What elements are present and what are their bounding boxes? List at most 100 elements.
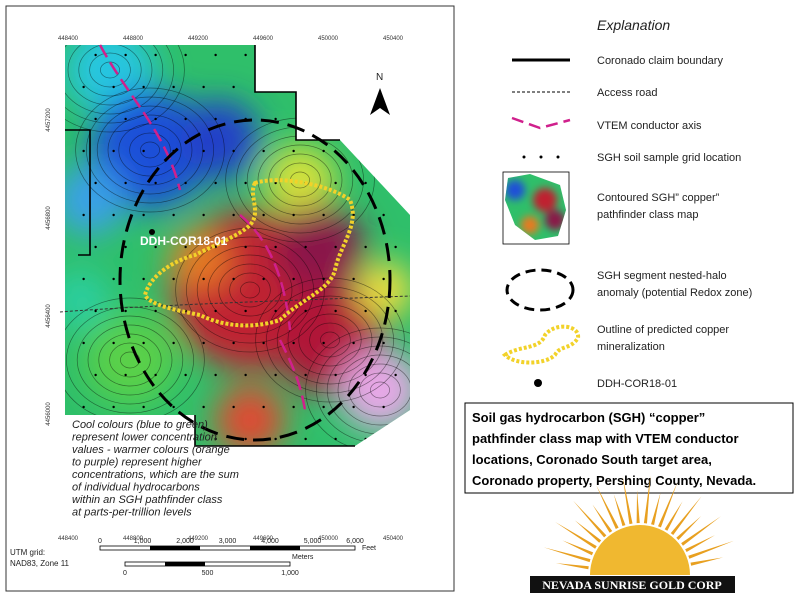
sample-point (232, 277, 235, 281)
sample-point (244, 53, 247, 57)
sample-point (202, 341, 205, 345)
coord-label: 449200 (188, 36, 209, 42)
drill-hole (149, 229, 155, 235)
contour-line (257, 144, 343, 216)
contour-line (229, 272, 271, 308)
contour-line (67, 45, 153, 106)
sample-point (202, 149, 205, 153)
contour-line (175, 227, 325, 353)
sun-ray (643, 475, 651, 524)
coord-label: 448800 (123, 36, 144, 42)
sun-ray (613, 494, 626, 527)
sample-point (154, 245, 157, 249)
sample-point (184, 53, 187, 57)
contour-line (348, 363, 410, 417)
sample-point (292, 277, 295, 281)
sample-point (142, 213, 145, 217)
sun-ray (555, 522, 597, 549)
sample-point (322, 277, 325, 281)
sample-point (94, 117, 97, 121)
sun-ray (574, 520, 602, 543)
sample-point (172, 85, 175, 89)
coord-label: 4456400 (46, 304, 52, 328)
contour-line (107, 114, 193, 186)
coord-label: 449600 (253, 36, 274, 42)
sample-point (364, 181, 367, 185)
sample-point (112, 213, 115, 217)
sample-point (124, 373, 127, 377)
sample-point (184, 245, 187, 249)
scale-label: 4,000 (261, 538, 279, 545)
sample-point (124, 245, 127, 249)
caption: Cool colours (blue to green)represent lo… (72, 419, 239, 519)
contour-line (218, 263, 282, 317)
sun-ray (573, 500, 607, 538)
sample-point (112, 341, 115, 345)
sample-point (214, 117, 217, 121)
legend-label: SGH segment nested-halo (597, 270, 727, 282)
sample-point (184, 373, 187, 377)
sample-point (112, 405, 115, 409)
sample-point (352, 341, 355, 345)
contour-line (129, 132, 171, 168)
contour-line (96, 105, 204, 195)
contour-line (276, 295, 384, 385)
sample-point (142, 277, 145, 281)
north-arrow (370, 88, 390, 115)
coord-label: 4457200 (46, 108, 52, 132)
contour-line (268, 153, 332, 207)
sun-ray (562, 540, 594, 556)
sample-point (262, 213, 265, 217)
description-line: locations, Coronado South target area, (472, 452, 712, 467)
coord-label: 4456800 (46, 206, 52, 230)
sample-point (244, 245, 247, 249)
sample-point (112, 277, 115, 281)
grid-note: UTM grid: (10, 548, 45, 557)
caption-line: concentrations, which are the sum (72, 469, 239, 481)
coord-label: 449600 (253, 536, 274, 542)
legend-title: Explanation (597, 17, 670, 33)
sample-point (172, 213, 175, 217)
scale-label: 1,000 (281, 570, 299, 577)
sun-ray (681, 516, 721, 546)
sun-ray (676, 515, 702, 541)
sun-ray (636, 490, 640, 524)
contour-line (337, 354, 410, 426)
sample-point (82, 405, 85, 409)
legend-label: anomaly (potential Redox zone) (597, 287, 752, 299)
sample-point (202, 213, 205, 217)
contour-line (76, 315, 184, 405)
sample-point (364, 245, 367, 249)
nested-halo (118, 118, 392, 442)
sample-point (214, 53, 217, 57)
sun-ray (688, 540, 734, 559)
sample-point (304, 245, 307, 249)
coord-label: 4456000 (46, 402, 52, 426)
sample-point (82, 85, 85, 89)
sample-point (352, 277, 355, 281)
contour-line (89, 52, 131, 88)
sample-point (274, 181, 277, 185)
contour-line (65, 45, 174, 124)
legend: Explanation Coronado claim boundary Access… (501, 17, 752, 390)
sample-point (124, 181, 127, 185)
sample-point (82, 341, 85, 345)
contour-line (87, 324, 173, 396)
sample-point (274, 309, 277, 313)
sample-point (322, 405, 325, 409)
sample-point (334, 437, 337, 441)
sample-point (202, 405, 205, 409)
scale-label: 2,000 (176, 538, 194, 545)
contour-line (86, 96, 214, 204)
sample-point (382, 213, 385, 217)
sample-point (112, 85, 115, 89)
contour-line (65, 45, 164, 115)
sample-point (244, 309, 247, 313)
caption-line: Cool colours (blue to green) (72, 419, 208, 431)
sample-point (94, 373, 97, 377)
sample-point (352, 405, 355, 409)
sample-point (394, 245, 397, 249)
sample-point (274, 373, 277, 377)
sample-point (124, 53, 127, 57)
sample-point (154, 117, 157, 121)
